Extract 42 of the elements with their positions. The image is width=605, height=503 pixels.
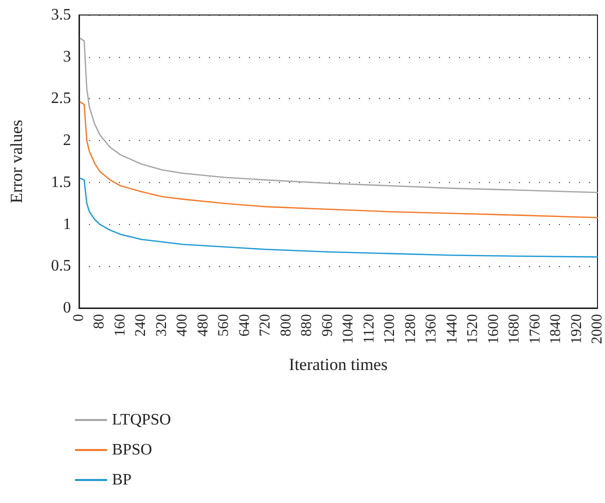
y-tick-label: 3 bbox=[63, 48, 71, 66]
y-axis-title: Error values bbox=[7, 120, 26, 204]
y-tick-label: 0 bbox=[63, 300, 71, 316]
x-tick-label: 1920 bbox=[568, 314, 585, 344]
x-tick-label: 1600 bbox=[486, 314, 502, 344]
x-tick-label: 240 bbox=[133, 314, 150, 336]
line-series bbox=[80, 101, 598, 218]
x-tick-label: 720 bbox=[258, 314, 274, 336]
x-tick-label: 1760 bbox=[527, 314, 544, 344]
y-tick-label: 1 bbox=[63, 216, 71, 233]
x-tick-label: 1280 bbox=[402, 314, 419, 344]
x-tick-label: 560 bbox=[216, 314, 232, 336]
y-tick-label: 0.5 bbox=[51, 258, 71, 275]
x-tick-label: 0 bbox=[71, 314, 87, 322]
x-tick-label: 880 bbox=[299, 314, 316, 336]
x-tick-label: 1360 bbox=[424, 314, 440, 344]
x-tick-label: 320 bbox=[154, 314, 170, 336]
x-tick-label: 640 bbox=[236, 314, 253, 336]
x-tick-label: 400 bbox=[174, 314, 191, 336]
x-tick-label: 1840 bbox=[548, 314, 564, 344]
x-tick-label: 1520 bbox=[465, 314, 482, 344]
y-tick-label: 3.5 bbox=[51, 6, 71, 24]
x-tick-label: 80 bbox=[92, 314, 108, 329]
x-axis-title: Iteration times bbox=[288, 355, 388, 374]
x-tick-label: 1120 bbox=[361, 314, 378, 344]
line-series bbox=[80, 178, 598, 258]
legend-label: LTQPSO bbox=[112, 412, 171, 428]
x-tick-label: 2000 bbox=[590, 314, 605, 344]
legend-label: BP bbox=[112, 472, 132, 488]
x-tick-label: 1680 bbox=[506, 314, 523, 344]
x-tick-label: 160 bbox=[112, 314, 128, 336]
x-tick-label: 960 bbox=[320, 314, 336, 336]
x-tick-label: 800 bbox=[278, 314, 294, 336]
y-tick-label: 1.5 bbox=[51, 174, 71, 191]
y-tick-label: 2 bbox=[63, 132, 71, 150]
line-series bbox=[80, 38, 598, 194]
x-tick-label: 1200 bbox=[382, 314, 398, 344]
x-tick-label: 1040 bbox=[340, 314, 357, 344]
x-tick-label: 1440 bbox=[444, 314, 460, 344]
x-tick-label: 480 bbox=[195, 314, 212, 336]
legend-label: BPSO bbox=[112, 442, 152, 458]
y-tick-label: 2.5 bbox=[51, 90, 71, 108]
